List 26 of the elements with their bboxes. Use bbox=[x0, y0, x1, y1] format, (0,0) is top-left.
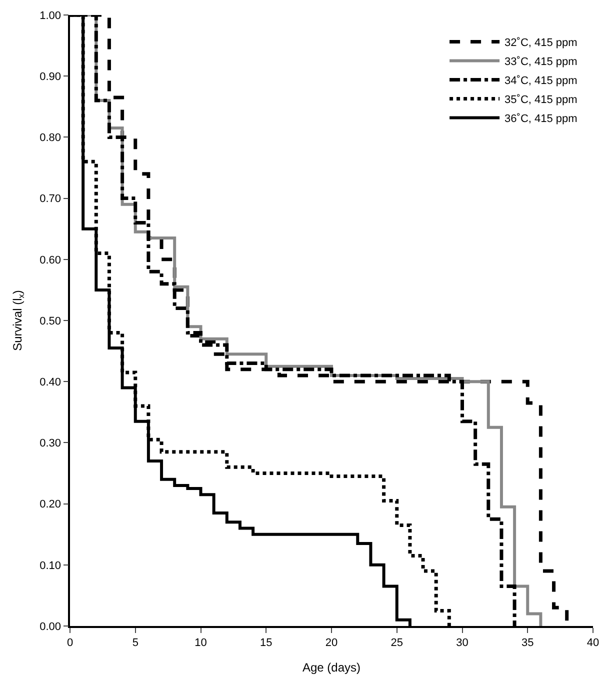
legend-label: 34˚C, 415 ppm bbox=[504, 75, 578, 88]
x-tick-label: 40 bbox=[586, 636, 600, 649]
y-tick-label: 0.10 bbox=[40, 560, 62, 572]
legend-label: 33˚C, 415 ppm bbox=[504, 56, 578, 68]
x-tick-label: 35 bbox=[522, 636, 534, 649]
x-tick-label: 25 bbox=[390, 636, 404, 649]
y-tick-label: 0.30 bbox=[40, 438, 62, 450]
y-tick-label: 0.80 bbox=[40, 132, 62, 144]
y-tick-label: 0.70 bbox=[40, 193, 62, 206]
y-tick-label: 0.40 bbox=[40, 376, 62, 388]
y-tick-label: 1.00 bbox=[40, 10, 62, 22]
x-axis-title: Age (days) bbox=[302, 660, 361, 674]
x-tick-label: 15 bbox=[260, 636, 272, 649]
x-tick-label: 10 bbox=[194, 636, 207, 649]
y-tick-label: 0.20 bbox=[40, 498, 62, 511]
y-tick-label: 0.50 bbox=[40, 315, 62, 328]
y-tick-label: 0.90 bbox=[40, 70, 62, 83]
x-tick-label: 20 bbox=[325, 636, 338, 649]
legend-label: 32˚C, 415 ppm bbox=[504, 37, 578, 50]
legend-label: 35˚C, 415 ppm bbox=[504, 94, 578, 106]
y-tick-label: 0.00 bbox=[40, 620, 62, 633]
y-tick-label: 0.60 bbox=[40, 254, 62, 266]
legend-label: 36˚C, 415 ppm bbox=[504, 113, 578, 126]
x-tick-label: 5 bbox=[132, 636, 138, 649]
x-tick-label: 30 bbox=[456, 636, 468, 649]
x-tick-label: 0 bbox=[66, 636, 74, 649]
